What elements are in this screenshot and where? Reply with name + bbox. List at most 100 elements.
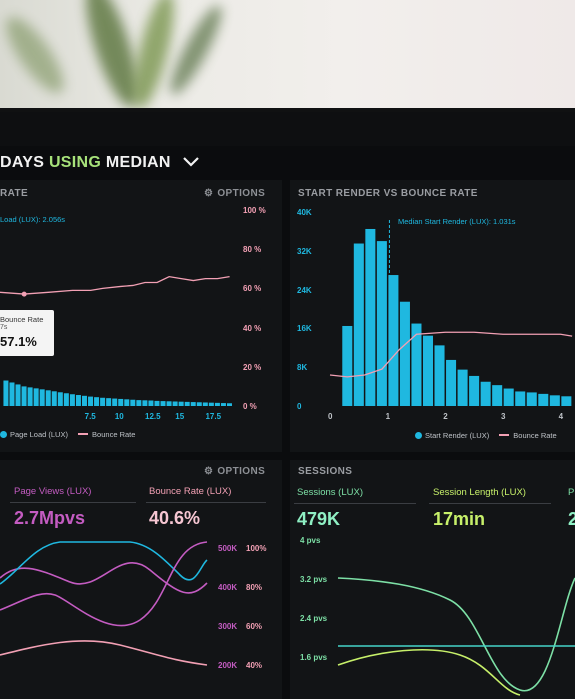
start-render-bar (526, 392, 537, 406)
axis-tick-a: 300K (218, 622, 238, 631)
axis-tick-b: 60% (246, 622, 263, 631)
left-axis-tick: 32K (297, 246, 312, 256)
session-length-line (337, 649, 521, 696)
x-axis-tick: 1 (385, 412, 391, 421)
x-axis-tick: 10 (114, 412, 124, 421)
page-load-bar (226, 403, 232, 406)
page-load-bar (81, 395, 87, 406)
right-axis-tick: 0 % (243, 402, 257, 411)
start-render-bar (376, 241, 387, 406)
page-load-bar (106, 398, 112, 406)
page-load-bar (51, 391, 57, 406)
page-load-bar (190, 402, 196, 406)
chart-tooltip: Bounce Rate 7s 57.1% (0, 310, 54, 356)
metric-value-bounce-rate: 40.6% (149, 508, 201, 528)
page-load-bar (184, 401, 190, 406)
axis-tick-a: 200K (218, 661, 238, 670)
start-render-chart (329, 220, 573, 406)
page-load-chart (0, 275, 232, 406)
start-render-bar (469, 375, 480, 406)
page-load-bar (21, 386, 27, 406)
left-axis-tick: 16K (297, 324, 312, 334)
page-load-bar (15, 384, 21, 406)
left-axis-tick: 8K (297, 363, 308, 373)
axis-tick-b: 100% (246, 544, 267, 553)
axis-tick-b: 40% (246, 661, 263, 670)
page-title[interactable]: DAYS USING MEDIAN (0, 154, 200, 172)
right-axis-tick: 40 % (243, 323, 262, 333)
x-axis-tick: 2 (443, 412, 448, 421)
left-axis-tick: 40K (297, 208, 312, 217)
page-load-bar (124, 399, 130, 406)
metric-value-sessions: 479K (297, 509, 341, 529)
panel-title: SESSIONS (298, 466, 353, 477)
background-wall (0, 0, 575, 112)
page-load-bar (214, 402, 220, 406)
legend-item-page-load[interactable]: Page Load (LUX) (0, 430, 68, 439)
axis-tick: 1.6 pvs (300, 653, 328, 662)
page-load-bar (112, 398, 118, 406)
legend-item-start-render[interactable]: Start Render (LUX) (415, 431, 489, 440)
bounce-rate-line (0, 640, 208, 666)
x-axis-tick: 7.5 (84, 412, 96, 421)
x-axis-tick: 15 (175, 412, 185, 421)
page-views-line (0, 562, 208, 594)
hover-point (21, 291, 27, 297)
page-load-bar (142, 400, 148, 406)
axis-tick: 3.2 pvs (300, 575, 328, 584)
start-render-bar (365, 228, 376, 406)
options-button[interactable]: ⚙ OPTIONS (204, 466, 266, 477)
bounce-rate-line (0, 275, 230, 295)
x-axis-tick: 4 (558, 412, 564, 421)
legend-item-bounce-rate[interactable]: Bounce Rate (499, 431, 557, 440)
metric-label-bounce-rate: Bounce Rate (LUX) (149, 486, 232, 497)
metric-value-session-length: 17min (433, 509, 486, 529)
divider (294, 503, 416, 504)
trend-line-purple (0, 541, 208, 627)
legend-item-bounce-rate[interactable]: Bounce Rate (78, 430, 135, 439)
chart-legend: Page Load (LUX) Bounce Rate (0, 430, 135, 439)
trend-line-blue (0, 541, 208, 585)
page-load-bar (9, 382, 15, 406)
page-load-bar (148, 400, 154, 406)
page-load-bar (100, 397, 106, 406)
chevron-down-icon[interactable] (182, 155, 200, 167)
divider (429, 503, 551, 504)
panel-title: START RENDER VS BOUNCE RATE (298, 188, 478, 199)
sessions-panel: SESSIONS Sessions (LUX) 479K Session Len… (290, 460, 575, 699)
axis-tick-b: 80% (246, 583, 263, 592)
start-render-bar (446, 359, 457, 406)
page-load-bar (130, 399, 136, 406)
page-load-bar (202, 402, 208, 406)
page-load-bar (94, 397, 100, 406)
axis-tick-a: 500K (218, 544, 238, 553)
page-load-bar (33, 388, 39, 406)
start-render-bar (353, 243, 364, 406)
start-render-bar (561, 396, 572, 406)
axis-tick-a: 400K (218, 583, 238, 592)
start-render-bar (399, 301, 410, 406)
gear-icon: ⚙ (204, 466, 214, 477)
page-load-bar (69, 394, 75, 406)
metric-label-partial: P (568, 487, 575, 498)
right-axis-tick: 20 % (243, 362, 262, 372)
start-render-panel: START RENDER VS BOUNCE RATE Median Start… (290, 180, 575, 452)
sessions-line (337, 577, 575, 692)
page-load-bar (118, 398, 124, 406)
x-axis-tick: 17.5 (205, 412, 222, 421)
page-load-bar (208, 402, 214, 406)
page-load-bar (39, 389, 45, 406)
page-load-bar (27, 387, 33, 406)
median-label: Load (LUX): 2.056s (0, 215, 66, 224)
options-button[interactable]: ⚙ OPTIONS (204, 188, 266, 199)
divider (10, 502, 136, 503)
page-load-bar (57, 392, 63, 406)
divider (146, 502, 266, 503)
axis-tick: 4 pvs (300, 536, 321, 545)
start-render-bar (503, 388, 514, 406)
metric-label-sessions: Sessions (LUX) (297, 487, 363, 498)
right-axis-tick: 80 % (243, 245, 262, 255)
metric-label-page-views: Page Views (LUX) (14, 486, 92, 497)
gear-icon: ⚙ (204, 188, 214, 199)
page-load-bar (3, 380, 9, 406)
